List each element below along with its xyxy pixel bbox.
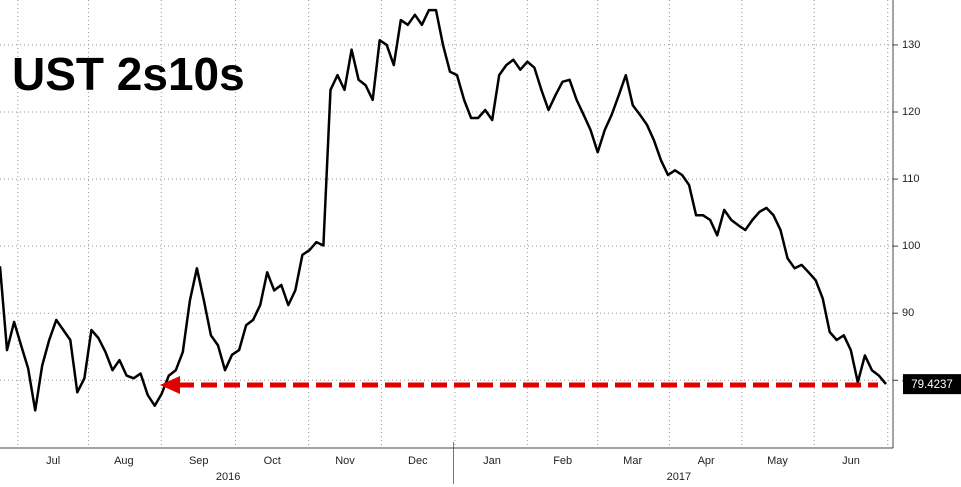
x-tick-label: Jun [842, 455, 860, 467]
x-tick-label: Oct [264, 455, 281, 467]
x-tick-label: May [767, 455, 788, 467]
y-tick-label: 110 [902, 173, 920, 185]
x-tick-label: Jul [46, 455, 60, 467]
line [0, 8, 887, 412]
year-label: 2017 [667, 471, 691, 483]
x-tick-label: Sep [189, 455, 209, 467]
last-value-label: 79.4237 [911, 379, 953, 391]
y-tick-label: 90 [902, 307, 914, 319]
x-tick-label: Mar [623, 455, 642, 467]
x-tick-label: Jan [483, 455, 501, 467]
year-label: 2016 [216, 471, 240, 483]
arrow [160, 376, 878, 394]
x-tick-label: Apr [698, 455, 715, 467]
x-tick-label: Dec [408, 455, 428, 467]
y-tick-label: 120 [902, 106, 920, 118]
grid [0, 0, 893, 448]
last-value-box [903, 374, 961, 395]
chart-title: UST 2s10s [12, 48, 245, 100]
plot [0, 8, 887, 412]
arrow-head [160, 376, 180, 394]
x-tick-label: Nov [335, 455, 355, 467]
y-tick-label: 100 [902, 240, 920, 252]
y-tick-label: 130 [902, 39, 920, 51]
x-tick-label: Aug [114, 455, 134, 467]
x-tick-label: Feb [553, 455, 572, 467]
